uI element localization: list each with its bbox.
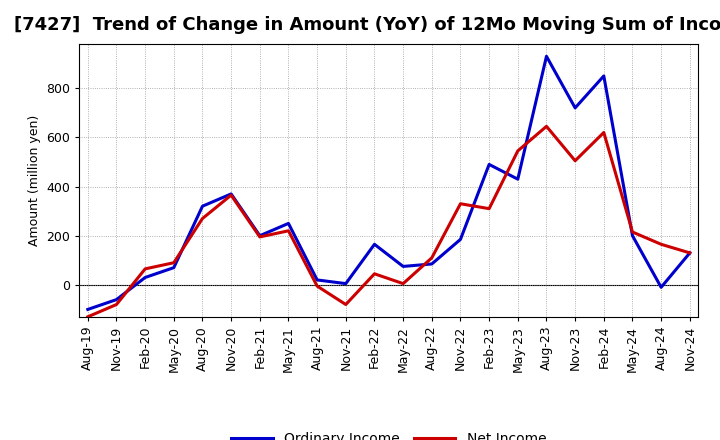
Ordinary Income	[84, 307, 92, 312]
Ordinary Income	[685, 250, 694, 256]
Net Income	[84, 314, 92, 319]
Ordinary Income	[198, 204, 207, 209]
Net Income	[513, 148, 522, 154]
Ordinary Income	[571, 105, 580, 110]
Net Income	[112, 302, 121, 307]
Ordinary Income	[312, 277, 321, 282]
Net Income	[628, 229, 636, 235]
Ordinary Income	[112, 297, 121, 302]
Net Income	[227, 193, 235, 198]
Y-axis label: Amount (million yen): Amount (million yen)	[27, 115, 40, 246]
Ordinary Income	[227, 191, 235, 197]
Ordinary Income	[542, 54, 551, 59]
Ordinary Income	[428, 261, 436, 267]
Net Income	[370, 271, 379, 276]
Net Income	[571, 158, 580, 163]
Net Income	[600, 130, 608, 135]
Legend: Ordinary Income, Net Income: Ordinary Income, Net Income	[226, 427, 552, 440]
Net Income	[399, 281, 408, 286]
Net Income	[685, 250, 694, 256]
Net Income	[428, 255, 436, 260]
Net Income	[141, 266, 150, 271]
Title: [7427]  Trend of Change in Amount (YoY) of 12Mo Moving Sum of Incomes: [7427] Trend of Change in Amount (YoY) o…	[14, 16, 720, 34]
Ordinary Income	[657, 285, 665, 290]
Net Income	[169, 260, 178, 265]
Ordinary Income	[628, 233, 636, 238]
Ordinary Income	[485, 162, 493, 167]
Ordinary Income	[169, 265, 178, 270]
Net Income	[312, 283, 321, 289]
Net Income	[657, 242, 665, 247]
Ordinary Income	[341, 281, 350, 286]
Ordinary Income	[456, 237, 465, 242]
Net Income	[456, 201, 465, 206]
Net Income	[341, 302, 350, 307]
Net Income	[284, 228, 293, 234]
Net Income	[198, 216, 207, 221]
Ordinary Income	[513, 176, 522, 182]
Ordinary Income	[370, 242, 379, 247]
Line: Ordinary Income: Ordinary Income	[88, 56, 690, 309]
Net Income	[256, 234, 264, 239]
Net Income	[542, 124, 551, 129]
Line: Net Income: Net Income	[88, 126, 690, 317]
Ordinary Income	[399, 264, 408, 269]
Net Income	[485, 206, 493, 211]
Ordinary Income	[141, 275, 150, 280]
Ordinary Income	[256, 233, 264, 238]
Ordinary Income	[600, 73, 608, 79]
Ordinary Income	[284, 221, 293, 226]
